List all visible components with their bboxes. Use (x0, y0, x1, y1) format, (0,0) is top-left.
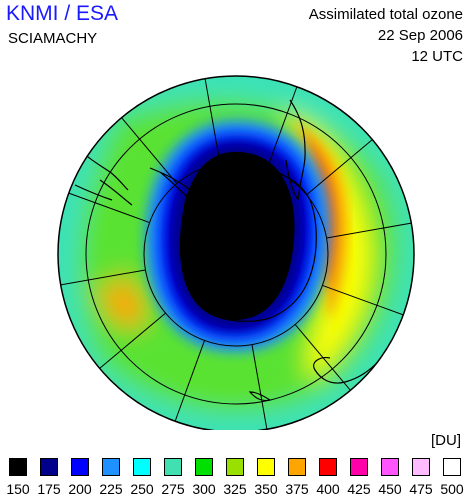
meridian-line (60, 269, 146, 286)
legend-swatch (381, 458, 399, 476)
legend-tick-label: 375 (285, 481, 309, 497)
legend-swatch (133, 458, 151, 476)
legend-swatch (226, 458, 244, 476)
legend-tick-label: 175 (37, 481, 61, 497)
unit-label: [DU] (431, 432, 461, 449)
south-africa-coastline (285, 99, 306, 201)
legend-tick-label: 425 (347, 481, 371, 497)
legend-tick-label: 400 (316, 481, 340, 497)
legend-swatch (71, 458, 89, 476)
meridian-line (306, 139, 373, 196)
graticule (57, 75, 415, 430)
ozone-hole (179, 151, 295, 321)
legend-tick-label: 275 (161, 481, 185, 497)
ozone-map (57, 75, 415, 430)
legend-tick-label: 300 (192, 481, 216, 497)
legend-tick-label: 150 (6, 481, 30, 497)
legend-tick-label: 475 (409, 481, 433, 497)
legend-swatch (40, 458, 58, 476)
legend-swatch (164, 458, 182, 476)
meridian-line (99, 312, 166, 369)
meridian-line (326, 222, 412, 239)
antarctica-coastline (181, 167, 317, 322)
date-label: 22 Sep 2006 (377, 27, 463, 44)
legend-tick-label: 250 (130, 481, 154, 497)
meridian-line (174, 340, 206, 422)
legend-swatch (195, 458, 213, 476)
legend-swatch (412, 458, 430, 476)
meridian-line (251, 344, 268, 430)
antarctic-peninsula-coast (149, 167, 191, 197)
legend-swatch (288, 458, 306, 476)
meridian-line (68, 192, 150, 224)
ozone-field (58, 76, 414, 430)
legend-swatch (350, 458, 368, 476)
legend-tick-label: 500 (440, 481, 464, 497)
legend-swatch (443, 458, 461, 476)
legend-tick-label: 450 (378, 481, 402, 497)
australia-coastline (313, 357, 381, 384)
longitude-meridians (60, 78, 412, 430)
time-label: 12 UTC (411, 48, 463, 65)
color-legend: 150 175 200 225 250 275 300 325 350 375 400 425 450 4… (0, 456, 471, 500)
legend-tick-label: 200 (68, 481, 92, 497)
latitude-circle-30 (85, 103, 387, 405)
agency-label: KNMI / ESA (6, 2, 119, 25)
product-title: Assimilated total ozone (308, 6, 463, 23)
legend-swatch (9, 458, 27, 476)
legend-swatch (257, 458, 275, 476)
product-info: Assimilated total ozone 22 Sep 2006 12 U… (309, 4, 463, 67)
meridian-line (322, 284, 404, 316)
meridian-line (204, 78, 221, 164)
legend-tick-label: 325 (223, 481, 247, 497)
legend-swatch (102, 458, 120, 476)
legend-swatch (319, 458, 337, 476)
meridian-line (294, 324, 351, 391)
legend-tick-label: 350 (254, 481, 278, 497)
meridian-line (266, 86, 298, 168)
legend-tick-label: 225 (99, 481, 123, 497)
map-boundary (57, 75, 415, 430)
meridian-line (121, 117, 178, 184)
latitude-circle-60 (143, 161, 329, 347)
instrument-label: SCIAMACHY (8, 30, 98, 47)
